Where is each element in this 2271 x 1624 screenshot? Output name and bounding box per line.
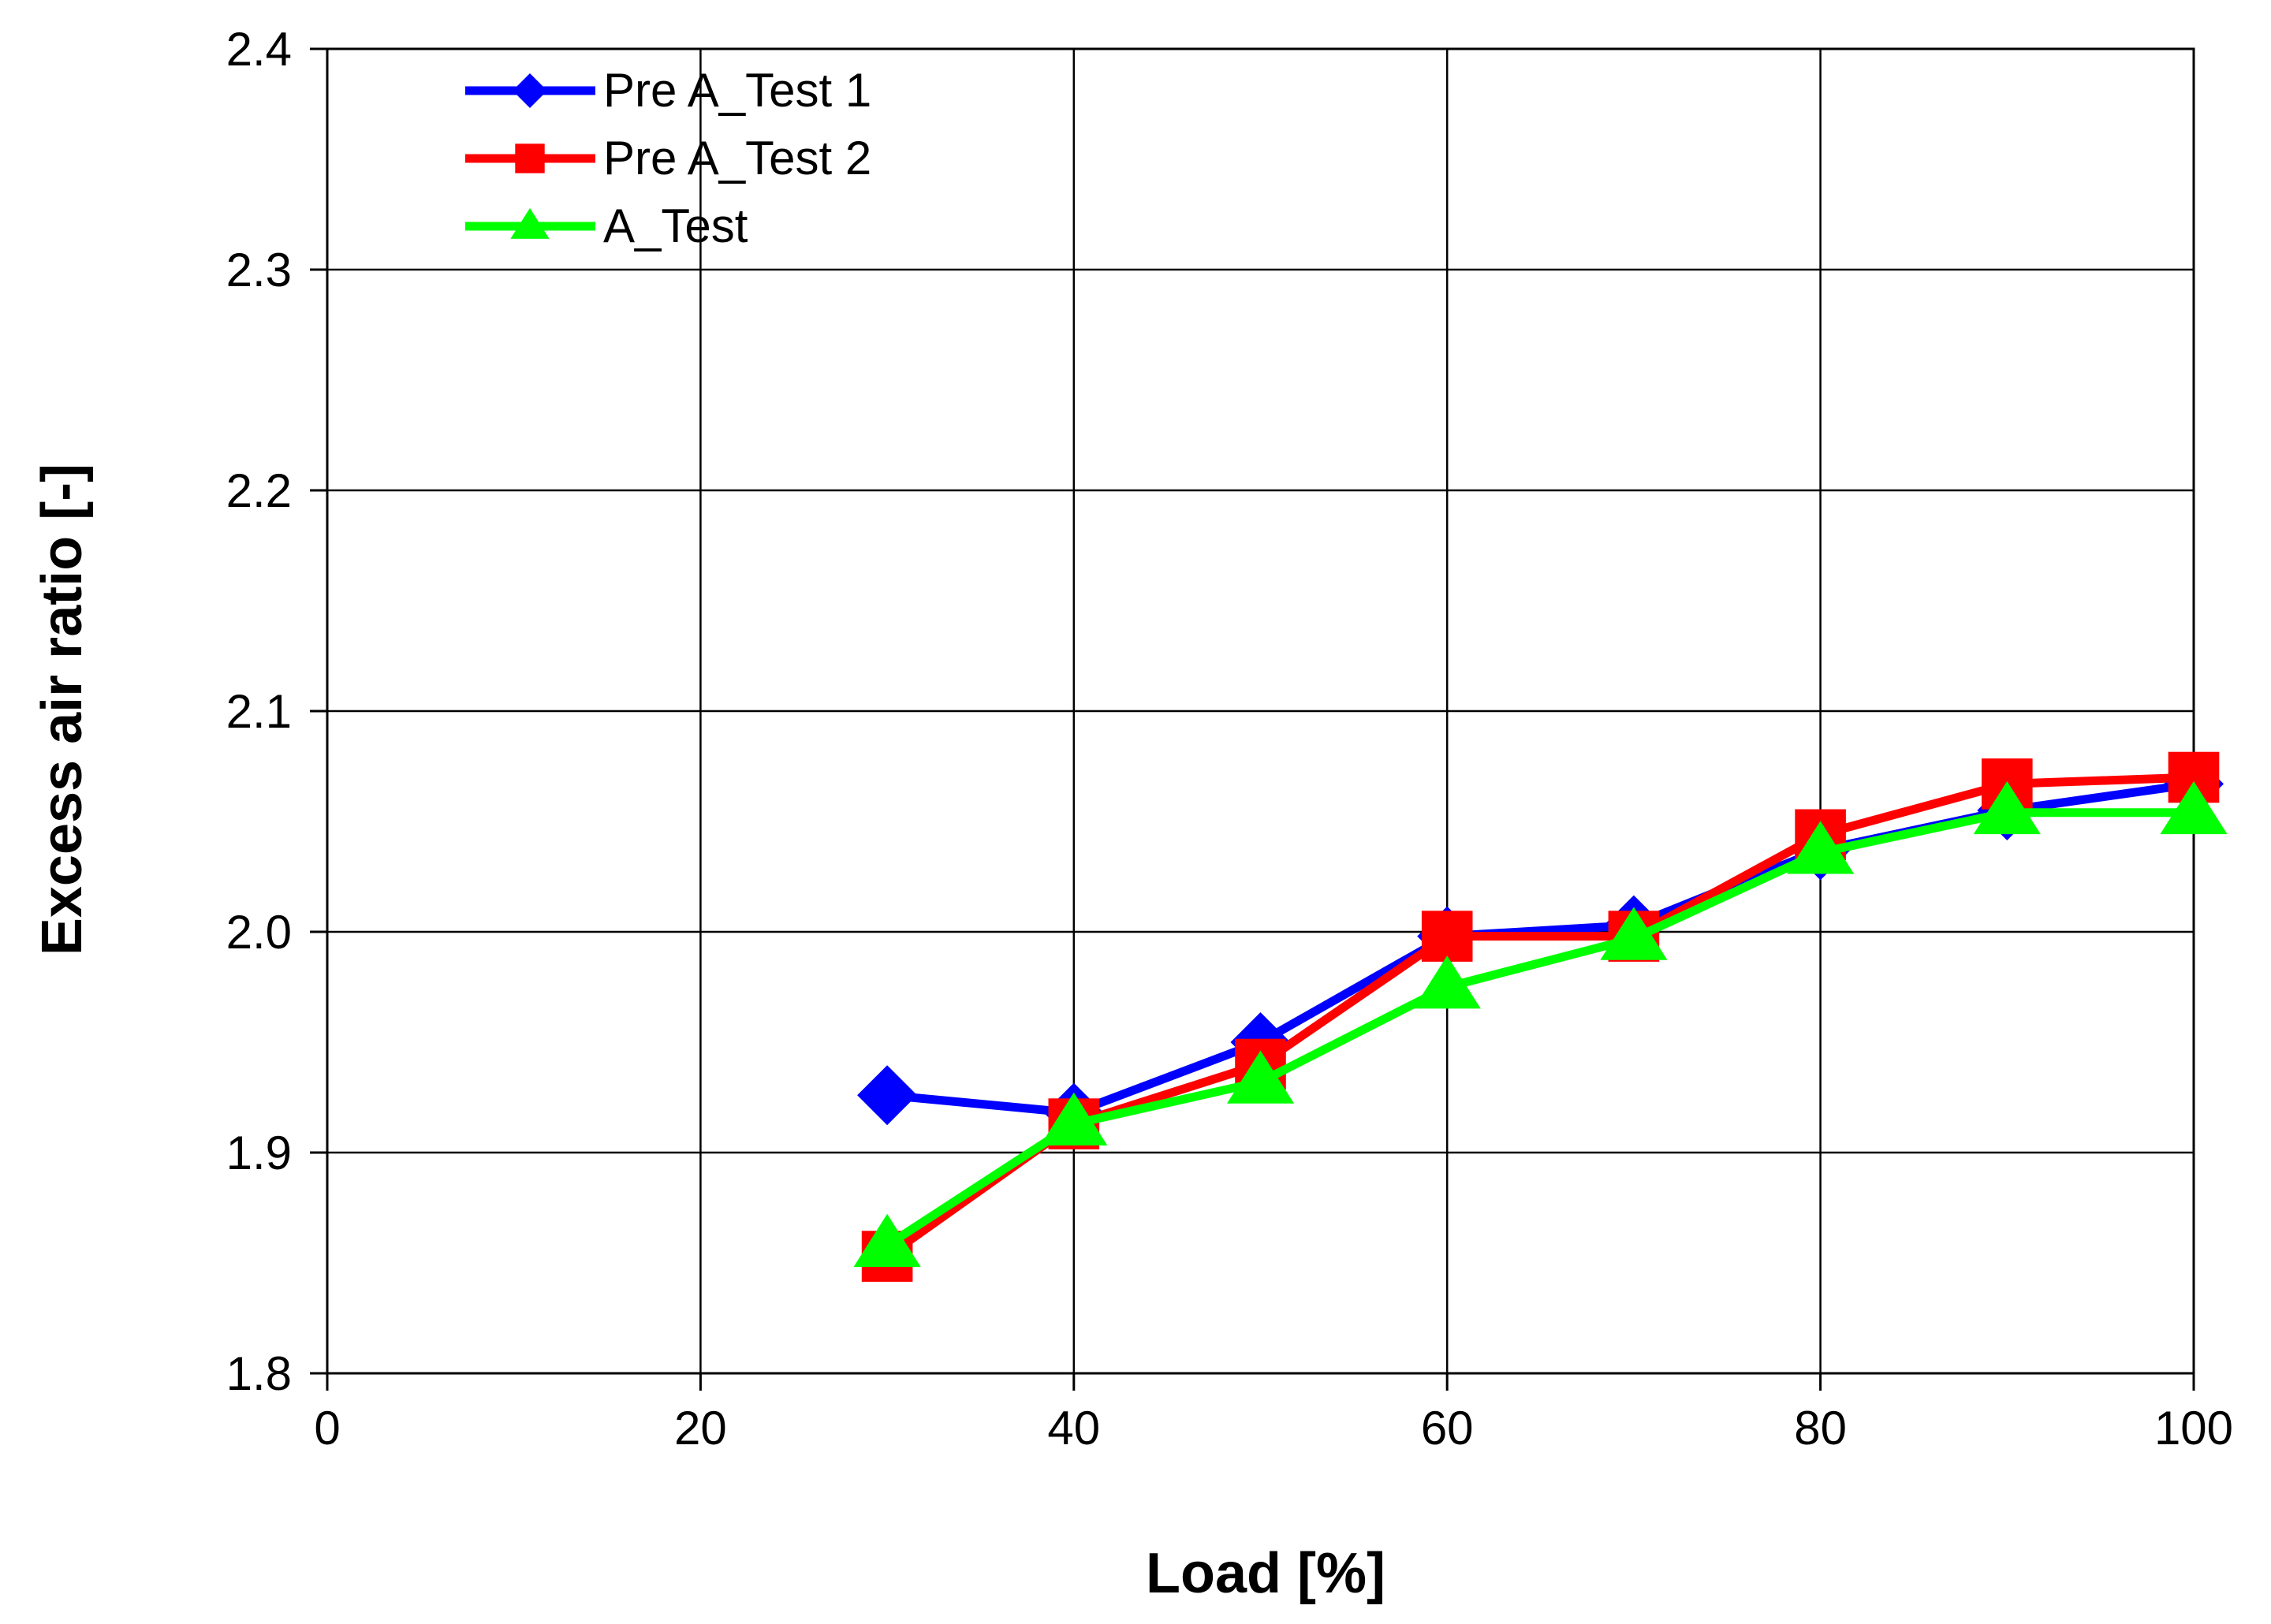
x-axis-title: Load [%] bbox=[1146, 1542, 1385, 1605]
x-tick-label: 20 bbox=[674, 1402, 727, 1455]
legend-entry-pre-a-test-1: Pre A_Test 1 bbox=[465, 64, 871, 117]
y-tick-label: 2.1 bbox=[226, 685, 292, 738]
y-tick-label: 1.9 bbox=[226, 1127, 292, 1179]
data-point-a-test bbox=[1226, 1050, 1295, 1104]
axis-ticks: 0 20 40 60 80 100 1.8 1.9 2.0 2.1 2.2 2.3 2.4 bbox=[226, 23, 2233, 1455]
legend-label-a-test: A_Test bbox=[603, 199, 748, 252]
x-tick-label: 80 bbox=[1794, 1402, 1847, 1455]
legend-marker-pre-a-test-1 bbox=[513, 73, 547, 108]
legend-label-pre-a-test-1: Pre A_Test 1 bbox=[603, 64, 871, 117]
y-axis-title: Excess air ratio [-] bbox=[31, 464, 94, 955]
series-a-test bbox=[853, 780, 2228, 1267]
y-tick-label: 1.8 bbox=[226, 1347, 292, 1400]
series-line-pre-a-test-2 bbox=[882, 773, 2198, 1261]
series-line-a-test bbox=[882, 808, 2198, 1250]
y-tick-label: 2.0 bbox=[226, 906, 292, 959]
data-point-a-test bbox=[1600, 907, 1668, 960]
x-tick-label: 100 bbox=[2154, 1402, 2233, 1455]
data-point-pre-a-test-1 bbox=[857, 1065, 918, 1126]
y-tick-label: 2.3 bbox=[226, 244, 292, 296]
x-tick-label: 40 bbox=[1047, 1402, 1100, 1455]
data-point-a-test bbox=[1413, 955, 1481, 1009]
legend-marker-pre-a-test-2 bbox=[515, 143, 545, 173]
series-layer bbox=[853, 751, 2228, 1282]
legend-label-pre-a-test-2: Pre A_Test 2 bbox=[603, 132, 871, 184]
data-point-a-test bbox=[1040, 1092, 1108, 1145]
y-tick-label: 2.2 bbox=[226, 464, 292, 517]
data-point-a-test bbox=[1787, 821, 1855, 874]
x-tick-label: 60 bbox=[1421, 1402, 1474, 1455]
legend-entry-pre-a-test-2: Pre A_Test 2 bbox=[465, 132, 871, 184]
legend-marker-a-test bbox=[510, 207, 550, 239]
legend-entry-a-test: A_Test bbox=[465, 199, 748, 252]
legend: Pre A_Test 1 Pre A_Test 2 A_Test bbox=[465, 64, 871, 252]
y-tick-label: 2.4 bbox=[226, 23, 292, 76]
data-point-a-test bbox=[2160, 780, 2228, 835]
data-point-a-test bbox=[853, 1213, 921, 1267]
x-tick-label: 0 bbox=[314, 1402, 340, 1455]
data-point-pre-a-test-2 bbox=[1421, 911, 1473, 962]
data-point-a-test bbox=[1973, 780, 2041, 835]
